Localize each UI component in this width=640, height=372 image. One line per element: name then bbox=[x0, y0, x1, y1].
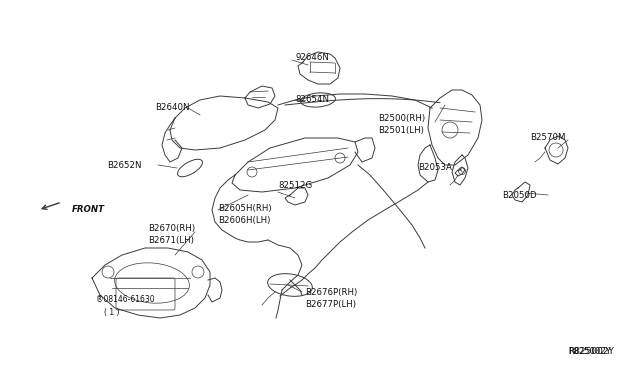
Text: B2670(RH): B2670(RH) bbox=[148, 224, 195, 232]
Text: B2605H(RH): B2605H(RH) bbox=[218, 203, 271, 212]
Text: B2606H(LH): B2606H(LH) bbox=[218, 215, 270, 224]
Text: B2677P(LH): B2677P(LH) bbox=[305, 299, 356, 308]
Text: B2671(LH): B2671(LH) bbox=[148, 235, 194, 244]
Text: R825002Y: R825002Y bbox=[568, 347, 611, 356]
Text: R825002Y: R825002Y bbox=[568, 347, 614, 356]
Text: B2500(RH): B2500(RH) bbox=[378, 113, 425, 122]
Text: 92646N: 92646N bbox=[295, 54, 329, 62]
Text: B2652N: B2652N bbox=[107, 160, 141, 170]
Text: 82654N: 82654N bbox=[295, 96, 329, 105]
Text: B2676P(RH): B2676P(RH) bbox=[305, 288, 357, 296]
Text: B2570M: B2570M bbox=[530, 134, 566, 142]
Text: 82512G: 82512G bbox=[278, 180, 312, 189]
Text: B2053A: B2053A bbox=[418, 164, 452, 173]
Text: B2640N: B2640N bbox=[155, 103, 189, 112]
Text: ®08146-61630: ®08146-61630 bbox=[96, 295, 155, 305]
Text: ( 1 ): ( 1 ) bbox=[104, 308, 120, 317]
Text: FRONT: FRONT bbox=[72, 205, 105, 215]
Text: B2050D: B2050D bbox=[502, 190, 536, 199]
Text: B2501(LH): B2501(LH) bbox=[378, 125, 424, 135]
